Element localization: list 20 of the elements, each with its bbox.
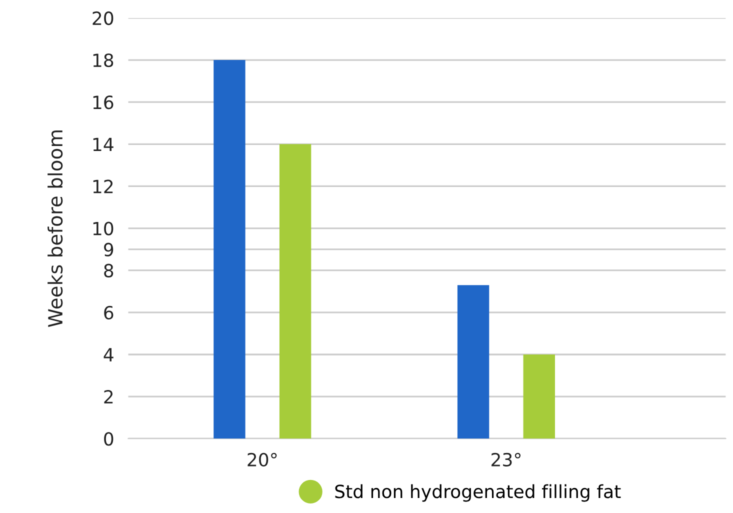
- bar: [214, 60, 246, 439]
- y-tick-label: 8: [104, 264, 114, 278]
- y-tick-label: 0: [104, 432, 114, 446]
- y-tick-label: 16: [93, 96, 114, 110]
- y-tick-label: 6: [104, 306, 114, 320]
- x-tick-label: 23°: [492, 452, 520, 466]
- x-tick-label: 20°: [248, 452, 277, 466]
- y-tick-label: 14: [93, 138, 114, 152]
- y-tick-label: 12: [93, 180, 113, 194]
- y-tick-label: 20: [92, 11, 114, 26]
- y-tick-label: 9: [104, 242, 114, 256]
- legend-label: Std non hydrogenated filling fat: [335, 484, 621, 502]
- y-axis-title: Weeks before bloom: [48, 130, 63, 328]
- y-tick-label: 10: [93, 222, 114, 236]
- bar: [457, 285, 490, 439]
- bar: [523, 354, 555, 439]
- y-tick-label: 4: [104, 348, 114, 362]
- y-tick-label: 18: [93, 53, 114, 68]
- y-tick-label: 2: [104, 390, 113, 404]
- bar: [279, 144, 312, 439]
